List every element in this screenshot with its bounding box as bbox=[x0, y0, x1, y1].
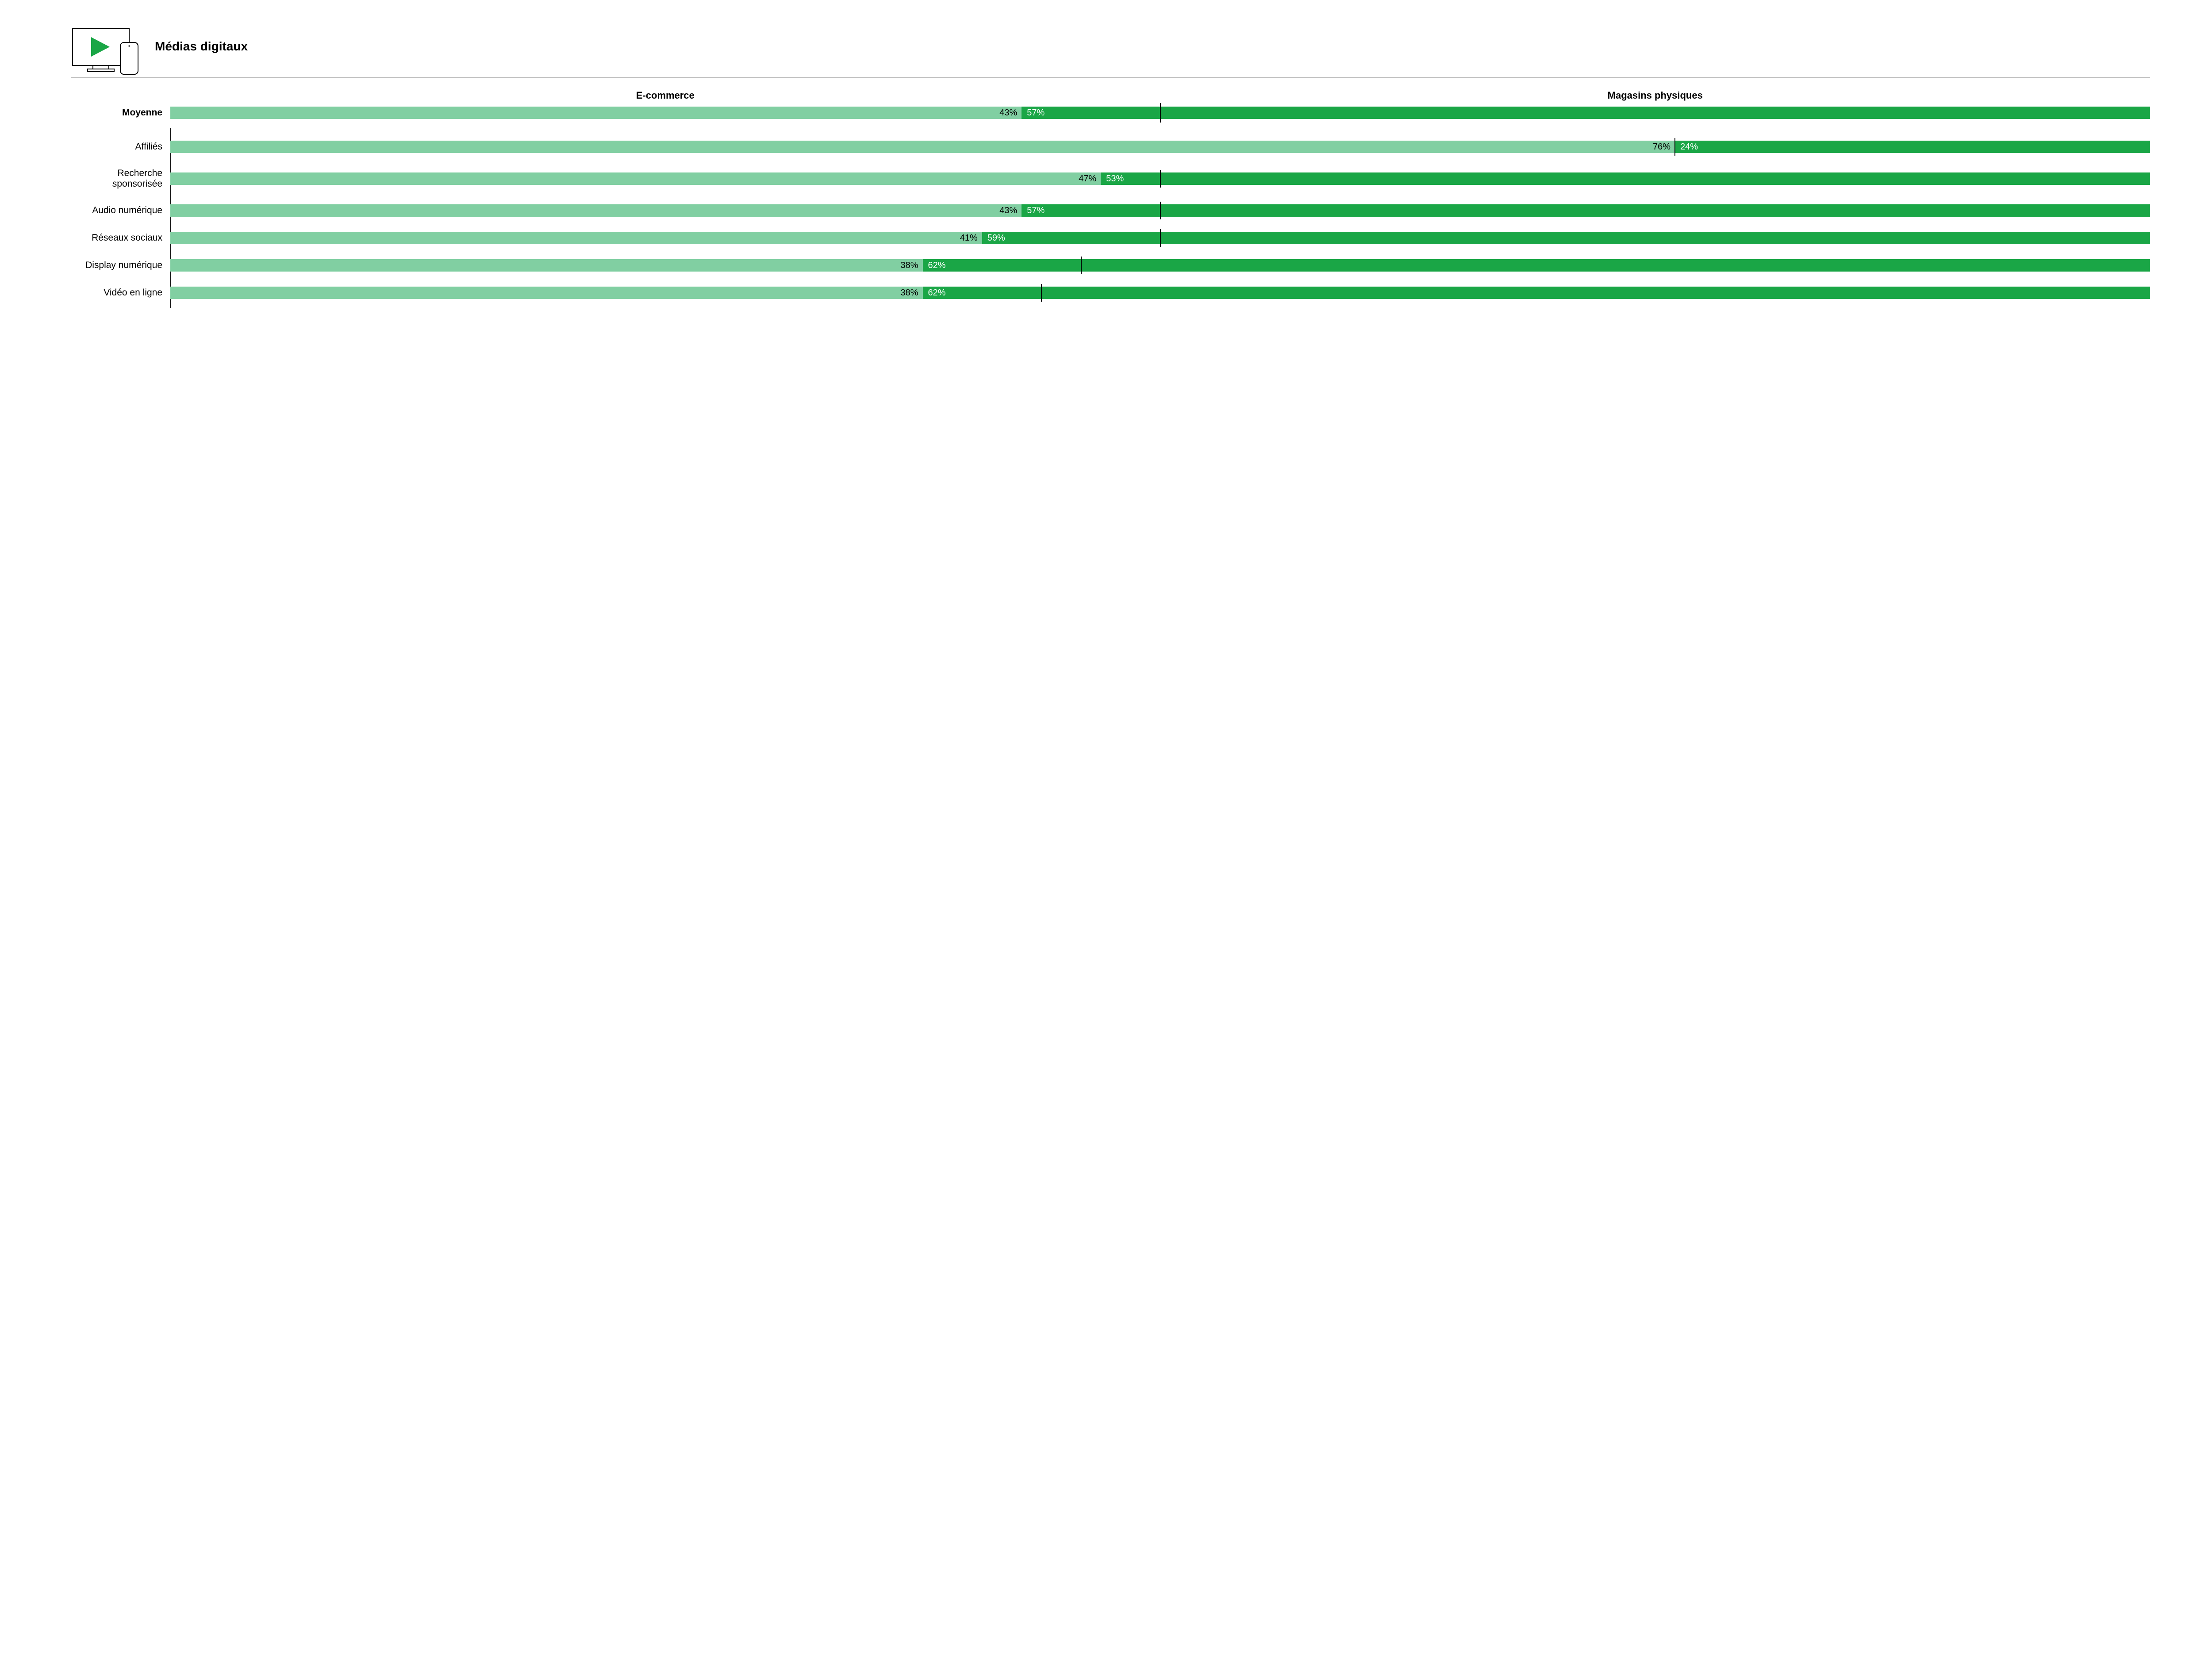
detail-row: Display numérique 38% 62% bbox=[71, 259, 2150, 272]
detail-section: Affiliés 76% 24% Recherche sponsorisée 47% 53… bbox=[71, 141, 2150, 299]
devices-play-icon bbox=[71, 27, 142, 77]
row-label: Recherche sponsorisée bbox=[71, 168, 170, 189]
row-midtick bbox=[1081, 257, 1082, 274]
row-left-value: 38% bbox=[900, 261, 918, 271]
row-right-segment: 62% bbox=[923, 287, 2151, 299]
row-midtick bbox=[1160, 170, 1161, 188]
row-label: Display numérique bbox=[71, 260, 170, 271]
row-label: Audio numérique bbox=[71, 205, 170, 216]
row-label: Réseaux sociaux bbox=[71, 233, 170, 243]
row-label: Affiliés bbox=[71, 142, 170, 152]
row-right-segment: 59% bbox=[982, 232, 2150, 244]
row-right-value: 62% bbox=[928, 261, 946, 271]
row-midtick bbox=[1160, 202, 1161, 219]
row-left-segment: 76% bbox=[170, 141, 1675, 153]
row-bar: 76% 24% bbox=[170, 141, 2150, 153]
row-left-segment: 38% bbox=[170, 259, 923, 272]
row-right-value: 53% bbox=[1106, 174, 1124, 184]
row-midtick bbox=[1674, 138, 1675, 156]
average-right-segment: 57% bbox=[1022, 107, 2150, 119]
average-left-value: 43% bbox=[999, 108, 1017, 118]
row-left-value: 41% bbox=[960, 233, 978, 243]
column-header-left: E-commerce bbox=[170, 90, 1160, 101]
row-midtick bbox=[1160, 229, 1161, 247]
row-right-value: 62% bbox=[928, 288, 946, 298]
detail-row: Vidéo en ligne 38% 62% bbox=[71, 287, 2150, 299]
column-header-right: Magasins physiques bbox=[1160, 90, 2151, 101]
detail-row: Réseaux sociaux 41% 59% bbox=[71, 232, 2150, 244]
chart-title: Médias digitaux bbox=[155, 39, 248, 64]
row-right-value: 57% bbox=[1027, 206, 1045, 216]
average-row: Moyenne 43% 57% bbox=[71, 107, 2150, 119]
average-midtick bbox=[1160, 103, 1161, 123]
row-left-value: 38% bbox=[900, 288, 918, 298]
row-bar: 38% 62% bbox=[170, 259, 2150, 272]
chart-header: Médias digitaux bbox=[71, 27, 2150, 77]
row-bar: 47% 53% bbox=[170, 172, 2150, 185]
row-label: Vidéo en ligne bbox=[71, 287, 170, 298]
row-right-segment: 62% bbox=[923, 259, 2151, 272]
row-right-segment: 53% bbox=[1101, 172, 2150, 185]
row-left-segment: 43% bbox=[170, 204, 1022, 217]
row-right-segment: 57% bbox=[1022, 204, 2150, 217]
column-headers: E-commerce Magasins physiques bbox=[170, 90, 2150, 101]
row-left-segment: 38% bbox=[170, 287, 923, 299]
row-left-value: 43% bbox=[999, 206, 1017, 216]
average-left-segment: 43% bbox=[170, 107, 1022, 119]
detail-row: Recherche sponsorisée 47% 53% bbox=[71, 168, 2150, 189]
row-right-value: 59% bbox=[987, 233, 1005, 243]
average-right-value: 57% bbox=[1027, 108, 1045, 118]
detail-row: Audio numérique 43% 57% bbox=[71, 204, 2150, 217]
axis-line bbox=[170, 128, 171, 308]
row-bar: 43% 57% bbox=[170, 204, 2150, 217]
row-left-value: 76% bbox=[1653, 142, 1671, 152]
row-left-segment: 47% bbox=[170, 172, 1101, 185]
detail-row: Affiliés 76% 24% bbox=[71, 141, 2150, 153]
row-bar: 38% 62% bbox=[170, 287, 2150, 299]
row-midtick bbox=[1041, 284, 1042, 302]
row-left-segment: 41% bbox=[170, 232, 982, 244]
row-bar: 41% 59% bbox=[170, 232, 2150, 244]
row-right-segment: 24% bbox=[1675, 141, 2150, 153]
row-right-value: 24% bbox=[1680, 142, 1698, 152]
row-left-value: 47% bbox=[1079, 174, 1096, 184]
average-label: Moyenne bbox=[71, 107, 170, 118]
average-bar: 43% 57% bbox=[170, 107, 2150, 119]
